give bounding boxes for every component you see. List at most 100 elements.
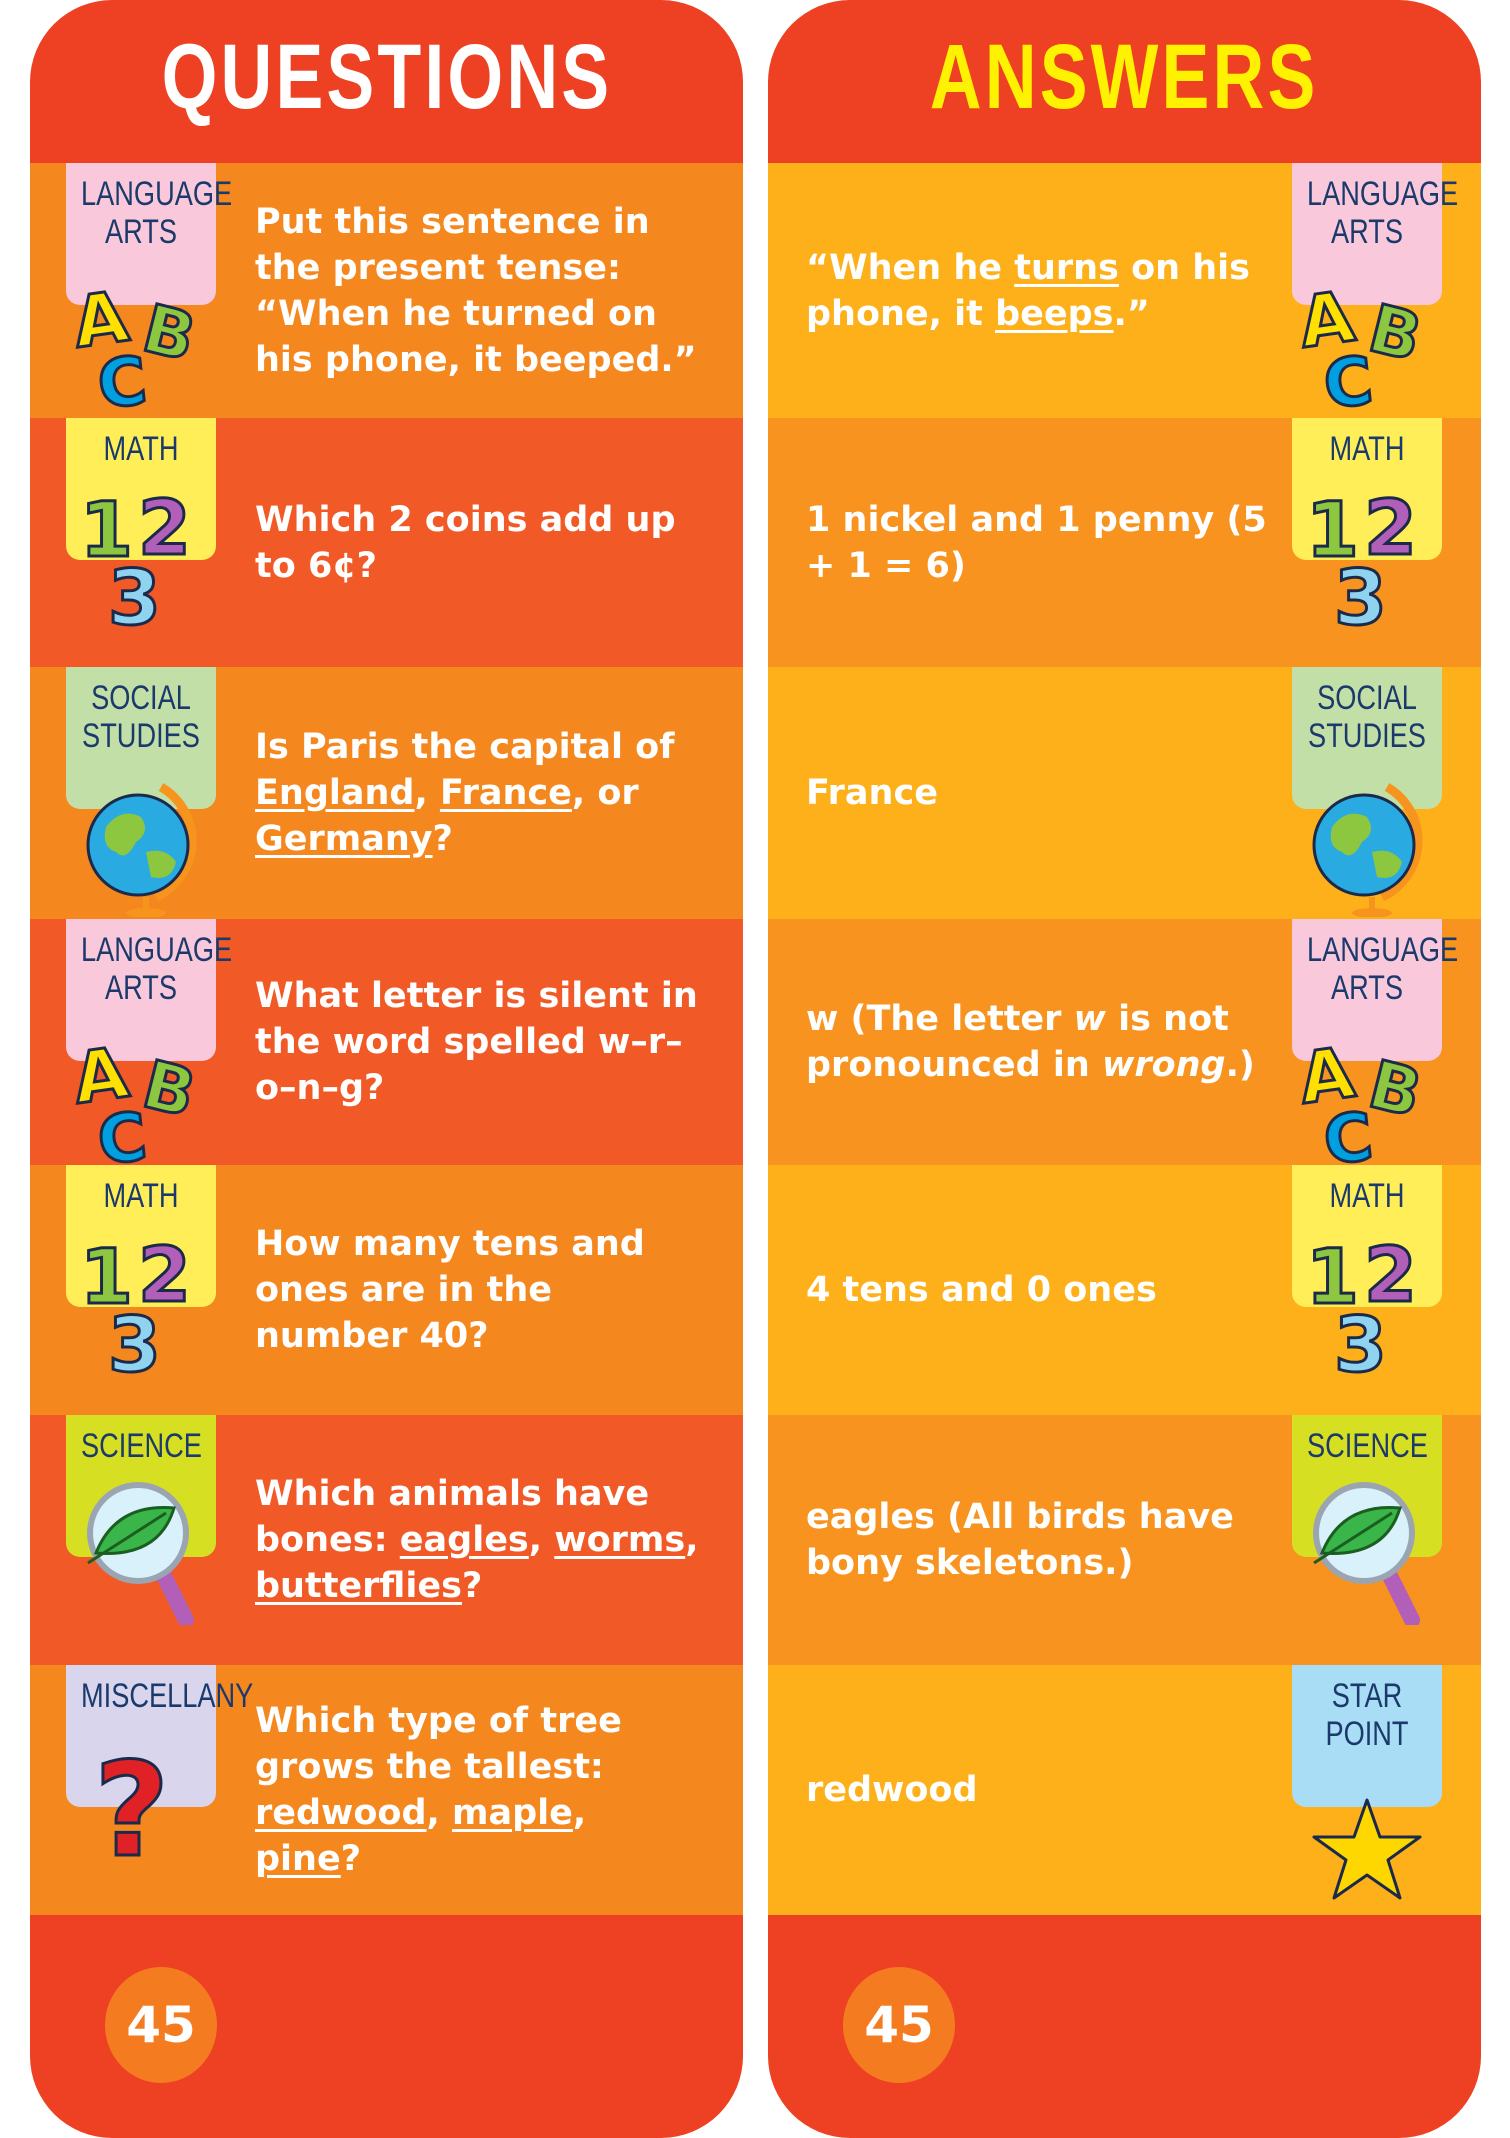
option-underlined: redwood bbox=[255, 1793, 427, 1833]
text-segment: ? bbox=[461, 1566, 483, 1606]
category-label-line: LANGUAGE bbox=[1307, 931, 1459, 969]
category-tab: LANGUAGE ARTS bbox=[1292, 919, 1459, 1061]
answer-row: SOCIAL STUDIES France bbox=[768, 667, 1481, 919]
category-label-line: LANGUAGE bbox=[1307, 175, 1459, 213]
questions-footer: 45 bbox=[30, 1915, 743, 2138]
magnifier-leaf-icon bbox=[66, 1475, 216, 1628]
svg-text:1: 1 bbox=[80, 485, 133, 574]
category-label: SOCIAL STUDIES bbox=[81, 679, 201, 755]
category-tab: MATH bbox=[66, 418, 216, 560]
category-label-line: ARTS bbox=[1330, 969, 1404, 1007]
text-segment: “When he bbox=[806, 247, 1015, 288]
svg-text:1: 1 bbox=[80, 1232, 133, 1321]
text-segment: ? bbox=[432, 819, 453, 859]
svg-text:C: C bbox=[94, 1098, 150, 1169]
text-segment: Is Paris the capital of bbox=[255, 727, 675, 767]
option-underlined: maple bbox=[452, 1793, 573, 1833]
category-tab: MISCELLANY bbox=[66, 1665, 254, 1807]
star-icon bbox=[1292, 1765, 1442, 1915]
category-label-line: STAR bbox=[1331, 1677, 1403, 1715]
text-segment: , bbox=[685, 1520, 699, 1560]
svg-text:A: A bbox=[1294, 275, 1359, 364]
text-segment: 1 nickel and 1 penny (5 + 1 = 6) bbox=[806, 499, 1267, 586]
category-label: SOCIAL STUDIES bbox=[1307, 679, 1427, 755]
svg-text:3: 3 bbox=[1334, 1300, 1387, 1375]
svg-text:C: C bbox=[1320, 342, 1376, 413]
text-segment: France bbox=[806, 773, 938, 813]
questions-title: QUESTIONS bbox=[161, 26, 612, 128]
text-segment: w (The letter bbox=[806, 999, 1074, 1039]
text-segment: How many tens and ones are in the number… bbox=[255, 1224, 645, 1356]
question-row: LANGUAGE ARTS A B C What letter is silent … bbox=[30, 919, 743, 1181]
abc-letters-icon: A B C bbox=[1292, 263, 1442, 425]
category-tab: MATH bbox=[1292, 418, 1442, 560]
text-segment: .” bbox=[1113, 293, 1150, 334]
question-text: Which animals have bones: eagles, worms,… bbox=[255, 1415, 703, 1665]
category-tab: SOCIAL STUDIES bbox=[66, 667, 216, 809]
option-underlined: worms bbox=[554, 1520, 686, 1560]
option-underlined: pine bbox=[255, 1839, 341, 1879]
category-label-line: SCIENCE bbox=[81, 1427, 202, 1465]
category-tab: MATH bbox=[66, 1165, 216, 1307]
answer-row: STAR POINT redwood bbox=[768, 1665, 1481, 1915]
svg-text:C: C bbox=[94, 342, 150, 413]
category-label-line: SCIENCE bbox=[1307, 1427, 1428, 1465]
category-label-line: MATH bbox=[103, 430, 179, 468]
category-label-line: STUDIES bbox=[82, 717, 200, 755]
abc-letters-icon: A B C bbox=[66, 1019, 216, 1181]
text-segment: What letter is silent in the word spelle… bbox=[255, 976, 698, 1108]
text-segment: .) bbox=[1225, 1045, 1255, 1085]
questions-header: QUESTIONS bbox=[30, 0, 743, 163]
question-row: MISCELLANY ? Which type of tree grows the… bbox=[30, 1665, 743, 1915]
answers-title: ANSWERS bbox=[930, 26, 1319, 128]
question-text: Which type of tree grows the tallest: re… bbox=[255, 1665, 703, 1915]
svg-text:3: 3 bbox=[1334, 553, 1387, 628]
answer-row: SCIENCE eagles (All birds have bony skel… bbox=[768, 1415, 1481, 1665]
category-label-line: SOCIAL bbox=[91, 679, 191, 717]
option-underlined: England bbox=[255, 773, 415, 813]
category-label-line: MATH bbox=[1329, 1177, 1405, 1215]
globe-icon bbox=[1292, 767, 1442, 918]
option-underlined: beeps bbox=[995, 293, 1114, 334]
svg-text:2: 2 bbox=[138, 1230, 191, 1319]
text-segment: , or bbox=[571, 773, 639, 813]
category-label-line: ARTS bbox=[104, 969, 178, 1007]
svg-text:1: 1 bbox=[1306, 485, 1359, 574]
page-number-badge: 45 bbox=[105, 1967, 217, 2083]
category-label-line: SOCIAL bbox=[1317, 679, 1417, 717]
category-label: MISCELLANY bbox=[81, 1677, 254, 1715]
answers-footer: 45 bbox=[768, 1915, 1481, 2138]
text-segment: eagles (All birds have bony skeletons.) bbox=[806, 1497, 1234, 1583]
category-label-line: STUDIES bbox=[1308, 717, 1426, 755]
category-label-line: POINT bbox=[1325, 1715, 1409, 1753]
text-segment: Which animals have bones: bbox=[255, 1474, 650, 1560]
text-segment: , bbox=[414, 773, 440, 813]
text-segment: ? bbox=[340, 1839, 362, 1879]
option-underlined: France bbox=[439, 773, 572, 813]
question-row: SCIENCE Which animals have bones: eagles… bbox=[30, 1415, 743, 1665]
answer-row: MATH 1 2 3 1 nickel and 1 penny (5 + 1 = … bbox=[768, 418, 1481, 667]
questions-card: QUESTIONS LANGUAGE ARTS A B C Put this sen… bbox=[30, 0, 743, 2138]
magnifier-leaf-icon bbox=[1292, 1475, 1442, 1628]
question-text: How many tens and ones are in the number… bbox=[255, 1165, 703, 1415]
question-row: LANGUAGE ARTS A B C Put this sentence in t… bbox=[30, 163, 743, 425]
option-underlined: eagles bbox=[399, 1520, 529, 1560]
question-rows: LANGUAGE ARTS A B C Put this sentence in t… bbox=[30, 163, 743, 1915]
answer-row: MATH 1 2 3 4 tens and 0 ones bbox=[768, 1165, 1481, 1415]
category-label: LANGUAGE ARTS bbox=[1307, 175, 1459, 251]
svg-text:A: A bbox=[1294, 1031, 1359, 1120]
answer-rows: LANGUAGE ARTS A B C “When he turns on his … bbox=[768, 163, 1481, 1915]
answer-text: 1 nickel and 1 penny (5 + 1 = 6) bbox=[806, 418, 1271, 667]
category-label-line: ARTS bbox=[104, 213, 178, 251]
question-row: MATH 1 2 3 Which 2 coins add up to 6¢? bbox=[30, 418, 743, 667]
category-label: MATH bbox=[1307, 430, 1427, 468]
svg-text:2: 2 bbox=[1364, 1230, 1417, 1319]
123-numbers-icon: 1 2 3 bbox=[1292, 478, 1442, 644]
question-row: MATH 1 2 3 How many tens and ones are in … bbox=[30, 1165, 743, 1415]
category-label-line: LANGUAGE bbox=[81, 931, 233, 969]
page-number-badge: 45 bbox=[843, 1967, 955, 2083]
category-label-line: MISCELLANY bbox=[81, 1677, 254, 1715]
category-label: STAR POINT bbox=[1307, 1677, 1427, 1753]
category-tab: SOCIAL STUDIES bbox=[1292, 667, 1442, 809]
